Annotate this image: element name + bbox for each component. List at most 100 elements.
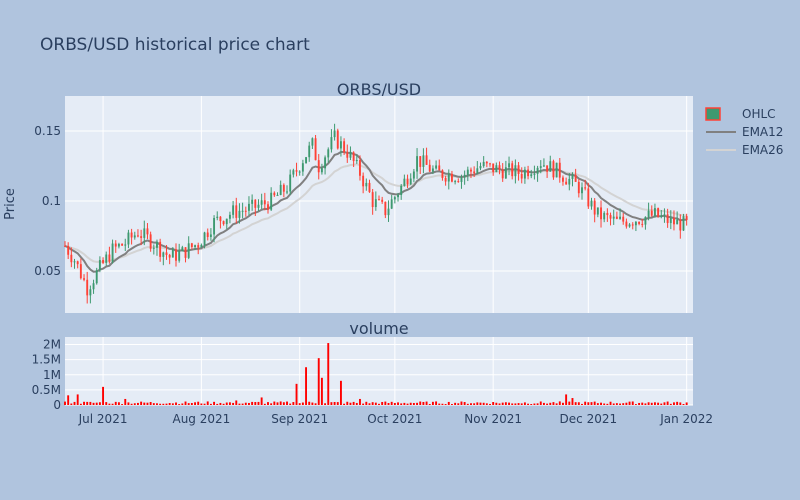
volume-bar — [83, 401, 85, 405]
candle-up — [194, 245, 196, 248]
candle-down — [520, 173, 523, 179]
candle-up — [603, 212, 606, 220]
volume-bar — [248, 402, 250, 405]
candle-down — [625, 221, 628, 227]
volume-bar — [355, 402, 358, 405]
candle-up — [495, 165, 498, 173]
volume-bar — [470, 403, 472, 405]
candle-down — [121, 243, 124, 246]
candle-up — [324, 157, 327, 169]
volume-bar — [149, 402, 152, 405]
candle-up — [634, 221, 637, 226]
volume-bar — [523, 402, 526, 405]
x-axis: Jul 2021 Aug 2021 Sep 2021 Oct 2021 Nov 2021… — [78, 412, 713, 426]
candle-up — [181, 247, 184, 252]
candle-up — [682, 216, 685, 231]
candle-up — [333, 130, 336, 138]
volume-bar — [431, 401, 434, 405]
candle-up — [397, 194, 399, 198]
candle-up — [156, 241, 158, 248]
candle-down — [574, 174, 577, 182]
volume-bar — [463, 402, 466, 405]
volume-bar — [387, 402, 390, 405]
candle-down — [67, 245, 70, 255]
legend-ohlc-label[interactable]: OHLC — [742, 107, 776, 121]
candle-down — [108, 254, 111, 262]
candle-up — [619, 216, 622, 219]
candle-down — [498, 165, 501, 170]
volume-bar — [190, 402, 193, 405]
candle-down — [657, 208, 660, 217]
volume-bar — [520, 403, 523, 405]
price-axis-label: Price — [3, 188, 18, 220]
legend-ema12-label[interactable]: EMA12 — [742, 125, 783, 139]
candle-up — [669, 217, 672, 224]
candle-up — [187, 243, 190, 258]
volume-bar — [647, 402, 650, 405]
volume-bar — [444, 404, 447, 405]
volume-bar — [314, 403, 317, 405]
volume-bar — [311, 402, 314, 405]
legend-ohlc-swatch[interactable] — [705, 107, 721, 121]
volume-bar — [406, 403, 409, 405]
candle-down — [419, 156, 422, 167]
volume-bar — [89, 401, 92, 405]
volume-bar — [527, 403, 530, 405]
volume-bar — [679, 402, 682, 405]
volume-bar — [450, 404, 453, 405]
volume-bar — [466, 403, 469, 405]
volume-bar — [127, 402, 130, 405]
candle-up — [276, 194, 279, 196]
volume-bar — [422, 401, 425, 405]
volume-bar — [130, 403, 133, 405]
candle-down — [558, 162, 561, 178]
volume-bar — [628, 401, 631, 405]
candle-down — [565, 181, 568, 185]
volume-bar — [562, 402, 564, 405]
x-tick-label: Jan 2022 — [659, 412, 713, 426]
candle-down — [406, 178, 409, 185]
candle-down — [362, 175, 365, 187]
price-tick-label: 0.05 — [34, 264, 61, 278]
volume-bar — [511, 403, 514, 405]
volume-bar — [70, 403, 73, 405]
price-plot-area — [65, 96, 693, 313]
volume-bar — [146, 402, 149, 405]
volume-bar — [108, 403, 111, 405]
candle-down — [146, 228, 149, 235]
volume-bar — [222, 403, 225, 405]
candle-down — [244, 210, 247, 212]
candle-down — [190, 243, 193, 248]
volume-bar — [171, 403, 174, 405]
candle-down — [343, 141, 346, 153]
volume-tick-label: 1.5M — [32, 353, 61, 367]
volume-bar — [279, 401, 282, 405]
volume-bar — [479, 402, 482, 405]
volume-bar — [612, 403, 615, 405]
volume-bar — [257, 401, 260, 405]
price-tick-label: 0.1 — [42, 194, 61, 208]
candle-up — [308, 145, 311, 158]
candle-down — [317, 160, 320, 173]
candle-down — [450, 173, 453, 182]
volume-bar — [638, 402, 641, 405]
candle-down — [346, 152, 349, 158]
volume-bar — [669, 403, 672, 405]
legend-ema26-label[interactable]: EMA26 — [742, 143, 783, 157]
candle-up — [301, 163, 304, 172]
candle-up — [203, 232, 206, 245]
candle-up — [200, 244, 203, 248]
candle-down — [673, 217, 675, 225]
volume-bar — [251, 401, 254, 405]
volume-bar — [209, 403, 212, 405]
volume-bar — [504, 402, 507, 405]
candle-up — [539, 166, 542, 168]
legend[interactable]: OHLC EMA12 EMA26 — [705, 107, 783, 157]
candle-down — [206, 232, 209, 237]
volume-bar — [590, 402, 593, 405]
volume-bar — [549, 402, 552, 405]
candle-down — [622, 216, 625, 222]
candle-up — [260, 200, 263, 205]
candle-up — [92, 283, 95, 290]
